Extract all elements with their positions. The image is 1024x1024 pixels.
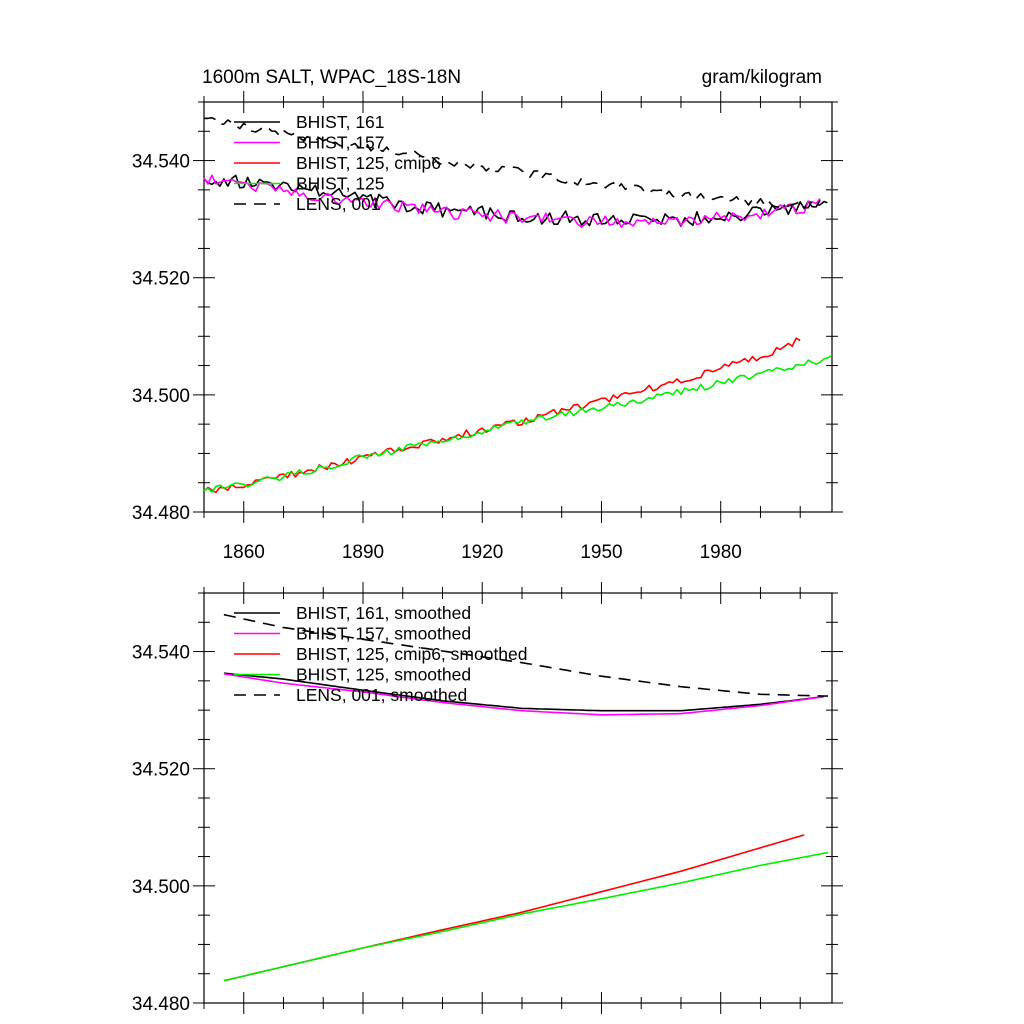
- series-line-4: [223, 851, 829, 982]
- y-tick-label: 34.540: [132, 152, 190, 173]
- legend-label: LENS, 001, smoothed: [296, 685, 467, 705]
- legend-label: BHIST, 161, smoothed: [296, 603, 471, 623]
- panel-1: 34.480 34.500 34.520 34.540 1860 1890 1920 1950…: [132, 67, 843, 563]
- legend-label: BHIST, 161: [296, 112, 385, 132]
- x-tick-label: 1950: [580, 542, 622, 563]
- x-tick-label: 1980: [700, 542, 742, 563]
- series-line-3: [223, 834, 805, 982]
- x-tick-label: 1890: [342, 542, 384, 563]
- legend-label: BHIST, 157, smoothed: [296, 624, 471, 644]
- series-line-3: [203, 337, 801, 494]
- y-tick-label: 34.480: [132, 503, 190, 524]
- y-tick-label: 34.520: [132, 269, 190, 290]
- x-tick-label: 1860: [223, 542, 265, 563]
- legend-label: BHIST, 125, cmip6, smoothed: [296, 644, 528, 664]
- units-label: gram/kilogram: [702, 67, 822, 88]
- series-line-5: [203, 116, 832, 209]
- series-line-2: [203, 174, 821, 229]
- y-tick-label: 34.520: [132, 760, 190, 781]
- y-tick-label: 34.480: [132, 994, 190, 1015]
- y-tick-label: 34.500: [132, 386, 190, 407]
- series-line-5: [223, 613, 829, 697]
- y-tick-label: 34.500: [132, 877, 190, 898]
- legend-label: BHIST, 125, cmip6: [296, 153, 441, 173]
- legend-label: BHIST, 125, smoothed: [296, 665, 471, 685]
- series-line-1: [203, 174, 821, 227]
- x-tick-label: 1920: [461, 542, 503, 563]
- series-line-4: [203, 354, 833, 493]
- series-line-1: [223, 672, 825, 712]
- panel-2: 34.480 34.500 34.520 34.540 BHIST, 161, smoo…: [132, 582, 843, 1015]
- chart-title: 1600m SALT, WPAC_18S-18N: [202, 67, 461, 88]
- series-line-2: [223, 673, 825, 716]
- y-tick-label: 34.540: [132, 643, 190, 664]
- legend-label: BHIST, 157: [296, 133, 385, 153]
- legend-label: BHIST, 125: [296, 174, 385, 194]
- legend-label: LENS, 001: [296, 194, 381, 214]
